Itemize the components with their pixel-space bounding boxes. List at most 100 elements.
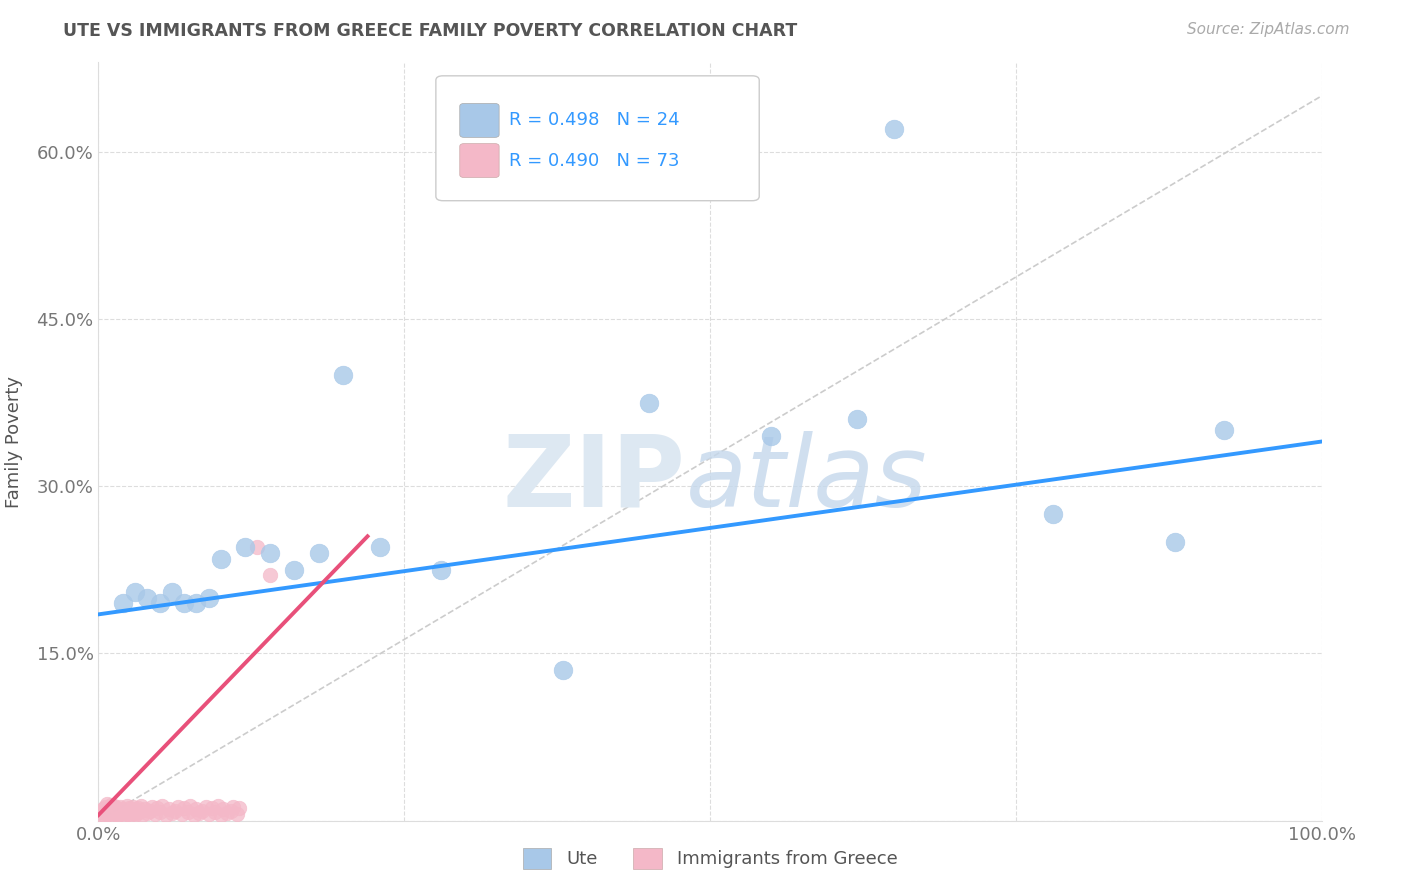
Point bbox=[219, 804, 242, 818]
Point bbox=[149, 596, 172, 610]
Point bbox=[209, 808, 232, 822]
Point bbox=[246, 541, 269, 555]
Point bbox=[308, 546, 330, 560]
Text: ZIP: ZIP bbox=[503, 431, 686, 528]
Point bbox=[93, 800, 115, 814]
Point bbox=[111, 803, 134, 817]
Point bbox=[120, 804, 142, 818]
Point bbox=[139, 804, 162, 818]
Point bbox=[228, 801, 250, 815]
Point bbox=[96, 797, 118, 811]
Point bbox=[845, 412, 868, 426]
Point bbox=[209, 551, 232, 566]
Point bbox=[136, 805, 159, 820]
Point bbox=[233, 541, 256, 555]
Point bbox=[136, 591, 159, 605]
Point bbox=[259, 546, 281, 560]
Point bbox=[104, 807, 127, 822]
Point bbox=[111, 805, 134, 820]
Point bbox=[553, 663, 575, 677]
Point bbox=[122, 805, 145, 820]
Point bbox=[283, 563, 305, 577]
Point bbox=[98, 801, 121, 815]
Point bbox=[177, 805, 200, 819]
Point bbox=[186, 596, 208, 610]
Point bbox=[215, 805, 238, 820]
Text: Source: ZipAtlas.com: Source: ZipAtlas.com bbox=[1187, 22, 1350, 37]
Point bbox=[128, 805, 150, 819]
Point bbox=[112, 808, 135, 822]
Point bbox=[183, 808, 205, 822]
Point bbox=[222, 800, 245, 814]
Point bbox=[117, 807, 139, 822]
Point bbox=[107, 808, 129, 822]
Point bbox=[94, 805, 117, 820]
Text: atlas: atlas bbox=[686, 431, 927, 528]
Point bbox=[120, 808, 142, 822]
Point bbox=[146, 801, 169, 815]
Point bbox=[195, 800, 218, 814]
Point bbox=[173, 596, 195, 610]
Point bbox=[115, 799, 138, 814]
Point bbox=[259, 568, 281, 582]
Point bbox=[150, 799, 173, 814]
Point bbox=[165, 804, 187, 818]
Point bbox=[170, 807, 193, 822]
Point bbox=[103, 805, 125, 820]
Point bbox=[149, 805, 172, 819]
Point bbox=[143, 807, 166, 822]
Point bbox=[91, 805, 114, 819]
Point bbox=[124, 803, 146, 817]
Point bbox=[97, 807, 120, 822]
Point bbox=[134, 803, 156, 817]
Point bbox=[91, 803, 114, 817]
Point bbox=[332, 368, 354, 382]
Point bbox=[108, 804, 131, 818]
Point bbox=[186, 803, 208, 817]
Point bbox=[118, 801, 141, 815]
Point bbox=[141, 800, 163, 814]
Point bbox=[100, 798, 122, 813]
Point bbox=[111, 596, 134, 610]
Legend: Ute, Immigrants from Greece: Ute, Immigrants from Greece bbox=[516, 841, 904, 876]
Point bbox=[883, 122, 905, 136]
Point bbox=[212, 803, 235, 817]
Point bbox=[90, 808, 112, 822]
Point bbox=[225, 807, 247, 822]
Point bbox=[96, 804, 118, 818]
Point bbox=[1212, 424, 1234, 438]
Y-axis label: Family Poverty: Family Poverty bbox=[4, 376, 22, 508]
Point bbox=[100, 805, 122, 819]
Text: R = 0.490   N = 73: R = 0.490 N = 73 bbox=[509, 152, 679, 169]
Point bbox=[201, 801, 224, 815]
Point bbox=[114, 805, 136, 819]
Point bbox=[129, 799, 152, 814]
Point bbox=[1164, 535, 1187, 549]
Text: R = 0.498   N = 24: R = 0.498 N = 24 bbox=[509, 112, 679, 129]
Point bbox=[179, 799, 201, 814]
Point bbox=[101, 808, 124, 822]
Point bbox=[157, 803, 180, 817]
Point bbox=[110, 800, 132, 814]
Point bbox=[368, 541, 391, 555]
Point bbox=[93, 809, 115, 823]
Point bbox=[160, 585, 183, 599]
Point bbox=[197, 807, 219, 822]
Point bbox=[197, 591, 219, 605]
Text: UTE VS IMMIGRANTS FROM GREECE FAMILY POVERTY CORRELATION CHART: UTE VS IMMIGRANTS FROM GREECE FAMILY POV… bbox=[63, 22, 797, 40]
Point bbox=[430, 563, 453, 577]
Point bbox=[124, 585, 146, 599]
Point bbox=[204, 805, 226, 819]
Point bbox=[121, 800, 143, 814]
Point bbox=[127, 801, 149, 815]
Point bbox=[103, 799, 125, 814]
Point bbox=[125, 807, 148, 822]
Point bbox=[160, 805, 183, 820]
Point bbox=[207, 799, 229, 814]
Point bbox=[1042, 507, 1064, 521]
Point bbox=[637, 395, 661, 409]
Point bbox=[155, 808, 177, 822]
Point bbox=[101, 803, 124, 817]
Point bbox=[131, 808, 153, 822]
Point bbox=[761, 429, 783, 443]
